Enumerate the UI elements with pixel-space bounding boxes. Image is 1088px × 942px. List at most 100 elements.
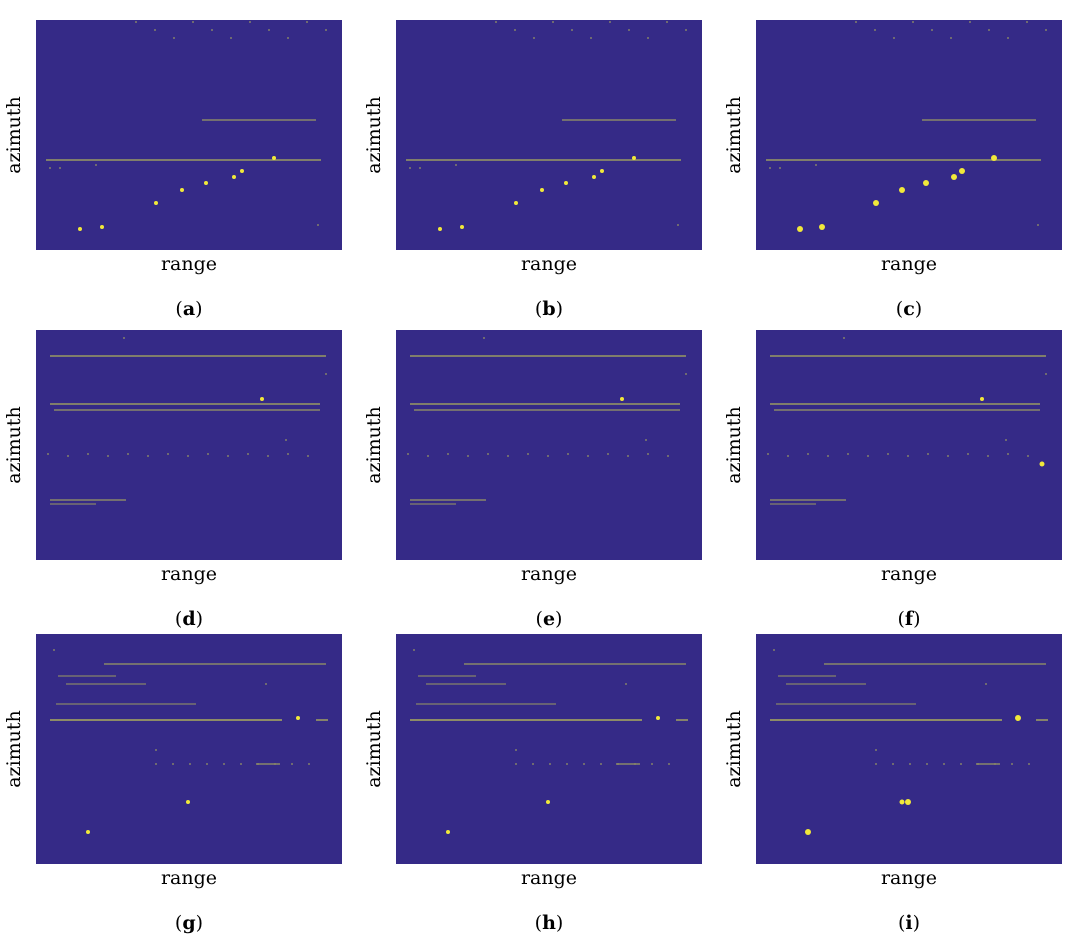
target-point <box>656 716 660 720</box>
panel-caption: (b) <box>396 298 702 320</box>
x-axis-label: range <box>520 867 578 889</box>
clutter-dot <box>1011 763 1013 765</box>
clutter-dot <box>187 455 189 457</box>
clutter-dot <box>767 453 769 455</box>
panel-caption: (a) <box>36 298 342 320</box>
sar-image <box>36 330 342 560</box>
target-plot <box>406 21 687 231</box>
clutter-dot <box>409 167 411 169</box>
panel-caption: (i) <box>756 912 1062 934</box>
clutter-dot <box>247 453 249 455</box>
clutter-dot <box>495 21 497 23</box>
target-point <box>446 830 450 834</box>
clutter-dot <box>547 455 549 457</box>
clutter-dot <box>787 455 789 457</box>
target-plot <box>766 21 1047 232</box>
target-point <box>600 169 604 173</box>
target-point <box>959 168 965 174</box>
clutter-dot <box>207 453 209 455</box>
caption-letter: c <box>903 298 915 320</box>
clutter-dot <box>325 373 327 375</box>
clutter-dot <box>53 649 55 651</box>
clutter-dot <box>1037 224 1039 226</box>
target-point <box>540 188 544 192</box>
x-axis-label: range <box>160 563 218 585</box>
clutter-dot <box>95 164 97 166</box>
clutter-dot <box>527 453 529 455</box>
target-point <box>546 800 550 804</box>
clutter-dot <box>189 763 191 765</box>
clutter-dot <box>950 37 952 39</box>
clutter-dot <box>155 763 157 765</box>
target-point <box>873 200 879 206</box>
sar-image <box>396 634 702 864</box>
target-plot <box>50 649 328 834</box>
clutter-dot <box>647 453 649 455</box>
clutter-dot <box>893 37 895 39</box>
panel-caption: (f) <box>756 608 1062 630</box>
clutter-dot <box>240 763 242 765</box>
caption-open: ( <box>534 298 543 320</box>
clutter-dot <box>285 439 287 441</box>
y-axis-label: azimuth <box>3 96 25 174</box>
clutter-dot <box>960 763 962 765</box>
clutter-dot <box>274 763 276 765</box>
clutter-dot <box>985 683 987 685</box>
clutter-dot <box>779 167 781 169</box>
clutter-dot <box>651 763 653 765</box>
clutter-dot <box>552 21 554 23</box>
clutter-dot <box>419 167 421 169</box>
clutter-dot <box>1045 29 1047 31</box>
clutter-dot <box>211 29 213 31</box>
clutter-dot <box>427 455 429 457</box>
target-plot <box>410 649 688 834</box>
clutter-dot <box>549 763 551 765</box>
panel-e: azimuth range (e) <box>360 330 720 630</box>
caption-open: ( <box>175 298 183 320</box>
panel-b: azimuth range (b) <box>360 20 720 320</box>
clutter-dot <box>447 453 449 455</box>
caption-open: ( <box>174 608 183 630</box>
clutter-dot <box>590 37 592 39</box>
clutter-dot <box>533 37 535 39</box>
caption-letter: a <box>182 298 196 320</box>
panel-h: azimuth range (h) <box>360 634 720 934</box>
clutter-dot <box>685 29 687 31</box>
clutter-dot <box>167 453 169 455</box>
clutter-dot <box>685 373 687 375</box>
clutter-dot <box>507 455 509 457</box>
panel-d: azimuth range (d) <box>0 330 360 630</box>
sar-image <box>756 330 1062 560</box>
clutter-dot <box>843 337 845 339</box>
clutter-dot <box>875 749 877 751</box>
caption-close: ) <box>555 298 564 320</box>
caption-letter: b <box>542 298 556 320</box>
clutter-dot <box>1027 455 1029 457</box>
clutter-dot <box>47 453 49 455</box>
panel-a: azimuth range (a) <box>0 20 360 320</box>
clutter-dot <box>59 167 61 169</box>
clutter-dot <box>666 21 668 23</box>
clutter-dot <box>317 224 319 226</box>
target-point <box>240 169 244 173</box>
clutter-dot <box>855 21 857 23</box>
caption-close: ) <box>914 298 923 320</box>
clutter-dot <box>988 29 990 31</box>
clutter-dot <box>287 453 289 455</box>
clutter-dot <box>609 21 611 23</box>
clutter-dot <box>667 455 669 457</box>
caption-open: ( <box>174 912 183 934</box>
clutter-dot <box>514 29 516 31</box>
clutter-dot <box>268 29 270 31</box>
clutter-dot <box>867 455 869 457</box>
clutter-dot <box>927 453 929 455</box>
clutter-dot <box>647 37 649 39</box>
target-point <box>632 156 636 160</box>
sar-image <box>756 20 1062 250</box>
target-point <box>899 799 905 805</box>
clutter-dot <box>617 763 619 765</box>
clutter-dot <box>147 455 149 457</box>
caption-letter: d <box>182 608 196 630</box>
clutter-dot <box>874 29 876 31</box>
caption-open: ( <box>897 608 905 630</box>
